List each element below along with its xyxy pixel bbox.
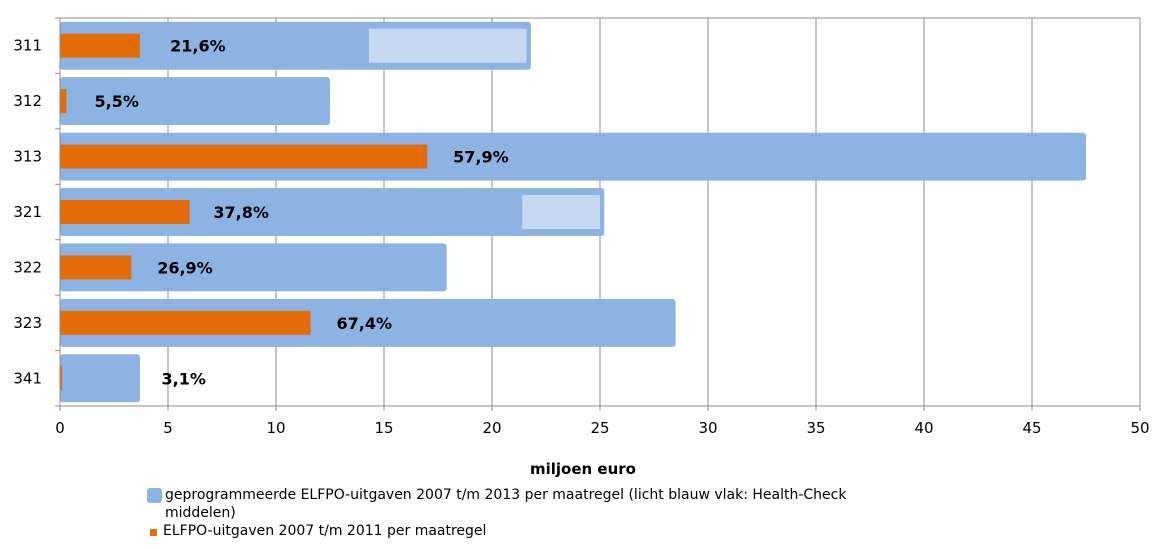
x-tick-label: 25 (590, 419, 609, 437)
legend-label-spent: ELFPO-uitgaven 2007 t/m 2011 per maatreg… (163, 523, 487, 539)
x-tick-label: 50 (1130, 419, 1149, 437)
data-label: 67,4% (336, 314, 392, 333)
data-label: 5,5% (95, 92, 139, 111)
x-tick-label: 0 (55, 419, 65, 437)
y-tick-label: 321 (13, 203, 42, 221)
legend-label-programmed-line2: middelen) (165, 505, 236, 521)
y-tick-label: 322 (13, 258, 42, 276)
legend: geprogrammeerde ELFPO-uitgaven 2007 t/m … (147, 486, 867, 540)
y-tick-label: 311 (13, 37, 42, 55)
axes: 0 5 10 15 20 25 30 35 40 45 50 311 312 313 321 322 323 34… (13, 17, 1150, 437)
data-label: 37,8% (213, 203, 269, 222)
legend-swatch-spent (150, 529, 157, 536)
y-tick-label: 341 (13, 369, 42, 387)
bar-health-check (368, 28, 527, 63)
x-tick-label: 35 (806, 419, 825, 437)
data-label: 26,9% (157, 258, 213, 277)
y-tick-label: 313 (13, 148, 42, 166)
y-tick-label: 323 (13, 314, 42, 332)
bars (60, 21, 1086, 403)
data-labels: 21,6% 5,5% 57,9% 37,8% 26,9% 67,4% 3,1% (95, 37, 509, 389)
bar-programmed (60, 188, 605, 236)
data-label: 3,1% (162, 369, 206, 388)
bar-spent (60, 200, 190, 224)
bar-spent (60, 255, 132, 280)
bar-programmed (60, 77, 330, 126)
x-tick-label: 45 (1022, 419, 1041, 437)
bar-programmed (60, 354, 140, 403)
x-tick-label: 15 (374, 419, 393, 437)
x-tick-label: 20 (482, 419, 501, 437)
x-tick-label: 5 (163, 419, 173, 437)
legend-swatch-programmed (147, 488, 162, 503)
x-tick-label: 30 (698, 419, 717, 437)
x-tick-label: 40 (914, 419, 933, 437)
bar-health-check (522, 195, 600, 229)
x-axis-title: miljoen euro (530, 460, 636, 478)
bar-programmed (60, 243, 447, 292)
bar-spent (60, 89, 67, 114)
legend-label-programmed-line1: geprogrammeerde ELFPO-uitgaven 2007 t/m … (165, 487, 847, 503)
bar-spent (60, 366, 63, 391)
legend-label-programmed: geprogrammeerde ELFPO-uitgaven 2007 t/m … (165, 486, 846, 522)
legend-item-spent: ELFPO-uitgaven 2007 t/m 2011 per maatreg… (147, 522, 867, 540)
bar-spent (60, 144, 428, 169)
legend-item-programmed: geprogrammeerde ELFPO-uitgaven 2007 t/m … (147, 486, 867, 522)
data-label: 57,9% (453, 148, 509, 167)
bar-spent (60, 33, 140, 58)
x-tick-label: 10 (266, 419, 285, 437)
bar-spent (60, 310, 311, 335)
y-tick-label: 312 (13, 92, 42, 110)
data-label: 21,6% (170, 37, 226, 56)
